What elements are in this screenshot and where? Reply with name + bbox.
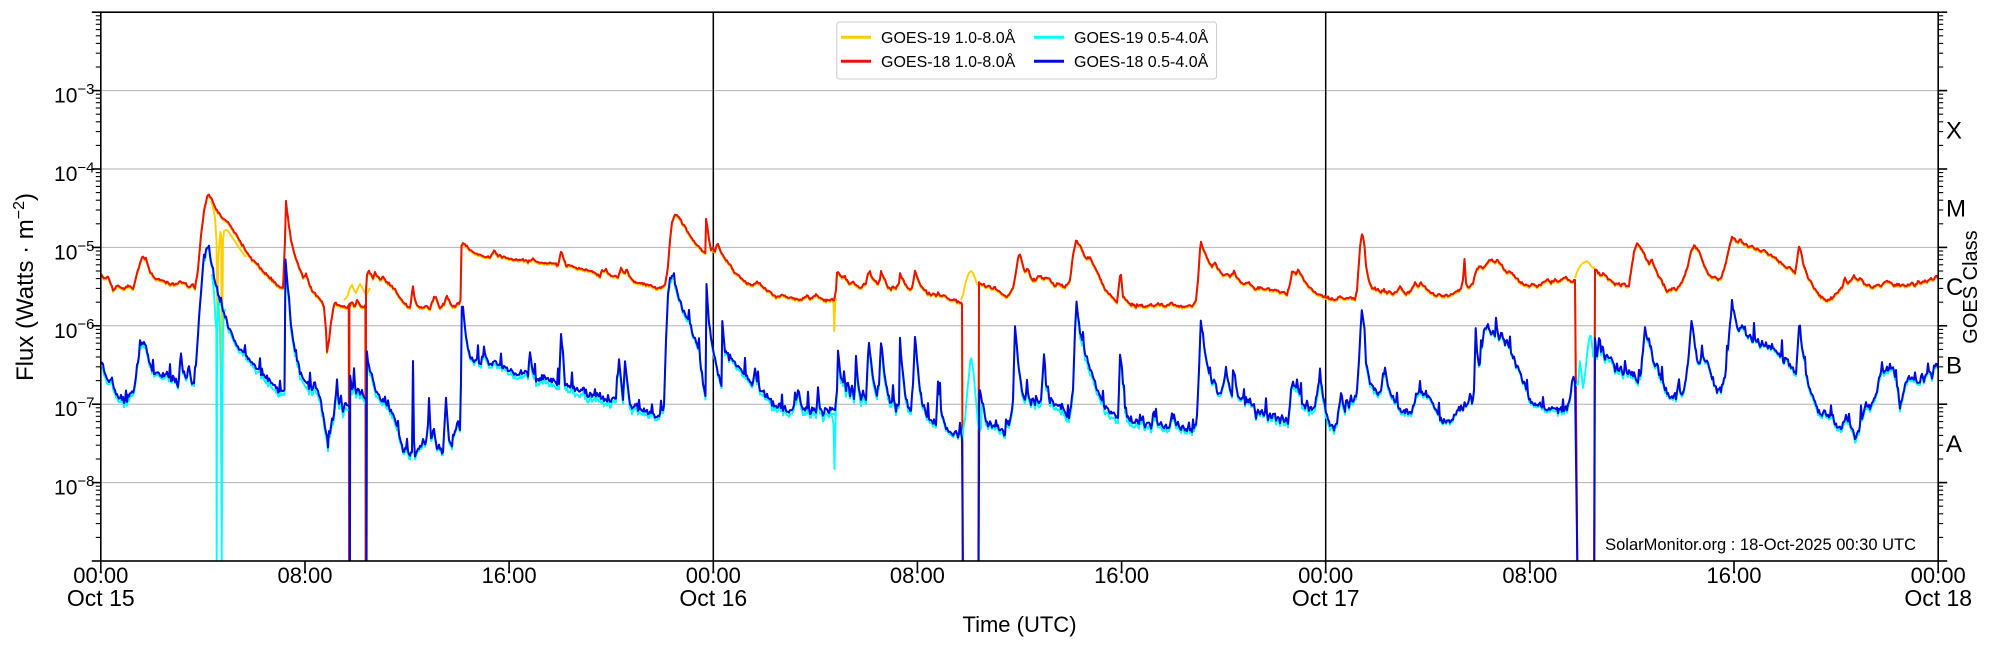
svg-text:Oct 15: Oct 15 [67,585,135,611]
svg-text:GOES-19 0.5-4.0Å: GOES-19 0.5-4.0Å [1074,28,1209,47]
svg-text:00:00: 00:00 [1298,563,1353,588]
svg-text:M: M [1946,196,1966,223]
svg-text:16:00: 16:00 [1094,563,1149,588]
svg-text:16:00: 16:00 [482,563,537,588]
svg-text:B: B [1946,353,1962,380]
svg-text:Oct 16: Oct 16 [679,585,747,611]
svg-text:Time (UTC): Time (UTC) [962,612,1076,637]
svg-text:GOES Class: GOES Class [1960,230,1982,343]
svg-text:10−3: 10−3 [54,81,94,108]
svg-text:Oct 17: Oct 17 [1292,585,1360,611]
svg-text:SolarMonitor.org : 18-Oct-2025: SolarMonitor.org : 18-Oct-2025 00:30 UTC [1605,536,1916,554]
svg-text:00:00: 00:00 [1911,563,1966,588]
svg-text:16:00: 16:00 [1706,563,1761,588]
svg-text:08:00: 08:00 [277,563,332,588]
svg-text:08:00: 08:00 [890,563,945,588]
svg-text:GOES-18 1.0-8.0Å: GOES-18 1.0-8.0Å [881,52,1016,71]
svg-text:10−5: 10−5 [54,238,94,265]
svg-text:00:00: 00:00 [73,563,128,588]
svg-text:X: X [1946,117,1962,144]
svg-text:GOES-19 1.0-8.0Å: GOES-19 1.0-8.0Å [881,28,1016,47]
svg-text:C: C [1946,274,1963,301]
svg-text:10−6: 10−6 [54,316,94,343]
svg-text:00:00: 00:00 [686,563,741,588]
svg-text:GOES-18 0.5-4.0Å: GOES-18 0.5-4.0Å [1074,52,1209,71]
svg-text:Flux (Watts · m−2): Flux (Watts · m−2) [11,193,39,381]
svg-text:08:00: 08:00 [1502,563,1557,588]
svg-text:Oct 18: Oct 18 [1904,585,1972,611]
svg-text:A: A [1946,431,1962,458]
